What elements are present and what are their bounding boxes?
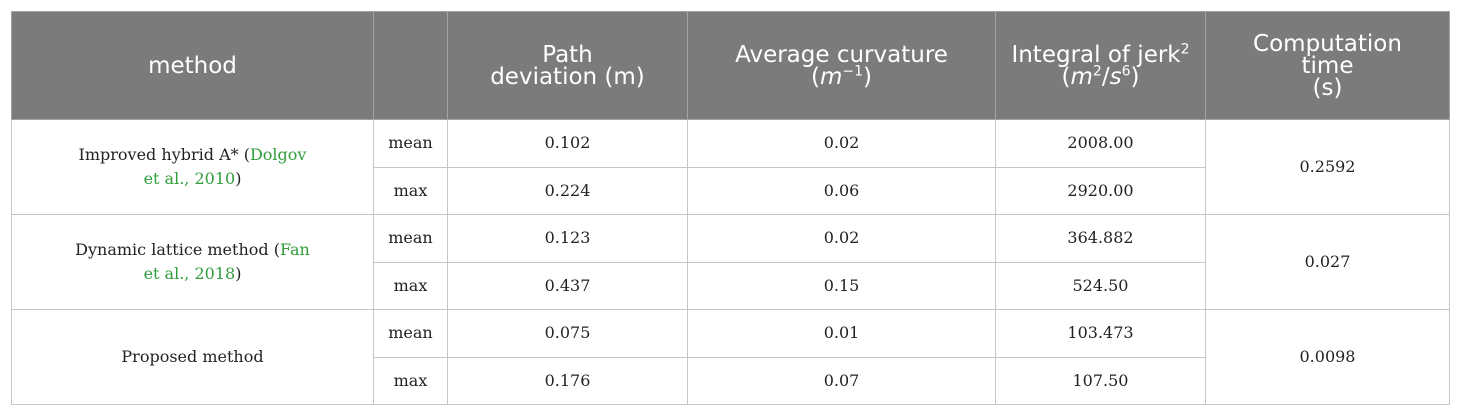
jerk-cell: 524.50 xyxy=(995,261,1206,310)
jerk-cell: 364.882 xyxy=(995,214,1206,263)
method-cell: Improved hybrid A* (Dolgov et al., 2010) xyxy=(11,119,374,215)
header-row: method Path deviation (m) Average curvat… xyxy=(11,11,1450,120)
header-stat xyxy=(373,11,448,120)
unit-m: m xyxy=(819,63,843,90)
paren-close: ) xyxy=(863,63,872,90)
computation-time-cell: 0.027 xyxy=(1205,214,1450,310)
stat-cell: mean xyxy=(373,309,448,358)
header-jerk-unit: (m2/s6) xyxy=(996,62,1205,90)
method-cell: Dynamic lattice method (Fan et al., 2018… xyxy=(11,214,374,310)
stat-cell: max xyxy=(373,261,448,310)
header-path-deviation-line1: Path xyxy=(542,41,593,68)
curvature-cell: 0.15 xyxy=(687,261,996,310)
method-close: ) xyxy=(235,169,242,188)
stat-cell: max xyxy=(373,166,448,215)
stat-cell: mean xyxy=(373,119,448,168)
unit-s-exp: 6 xyxy=(1121,62,1131,79)
header-path-deviation-line2: deviation (m) xyxy=(490,63,645,90)
table-row: max 0.437 0.15 524.50 xyxy=(12,261,1450,310)
method-name: Improved hybrid A* ( xyxy=(78,145,250,164)
header-computation-time: Computation time (s) xyxy=(1205,11,1450,120)
path-deviation-cell: 0.075 xyxy=(447,309,688,358)
method-close: ) xyxy=(235,264,242,283)
curvature-cell: 0.01 xyxy=(687,309,996,358)
header-computation-time-line3: (s) xyxy=(1312,74,1343,101)
stat-cell: max xyxy=(373,356,448,405)
path-deviation-cell: 0.102 xyxy=(447,119,688,168)
header-jerk: Integral of jerk2 (m2/s6) xyxy=(995,11,1206,120)
curvature-cell: 0.06 xyxy=(687,166,996,215)
method-name: Dynamic lattice method ( xyxy=(75,240,280,259)
paren-close: ) xyxy=(1130,63,1140,90)
paren-open: ( xyxy=(1061,63,1071,90)
computation-time-cell: 0.0098 xyxy=(1205,309,1450,405)
jerk-cell: 2920.00 xyxy=(995,166,1206,215)
paren-open: ( xyxy=(810,63,820,90)
jerk-cell: 107.50 xyxy=(995,356,1206,405)
stat-cell: mean xyxy=(373,214,448,263)
jerk-cell: 2008.00 xyxy=(995,119,1206,168)
curvature-cell: 0.07 xyxy=(687,356,996,405)
citation-link[interactable]: Dolgov et al., 2010 xyxy=(143,145,307,188)
method-cell: Proposed method xyxy=(11,309,374,405)
unit-s: s xyxy=(1109,63,1122,90)
header-computation-time-line1: Computation xyxy=(1253,30,1402,57)
header-computation-time-line2: time xyxy=(1301,52,1354,79)
results-table: method Path deviation (m) Average curvat… xyxy=(11,11,1450,405)
table-row: max 0.176 0.07 107.50 xyxy=(12,356,1450,405)
table-row: Proposed method mean 0.075 0.01 103.473 … xyxy=(11,309,1450,405)
header-curvature: Average curvature (m−1) xyxy=(687,11,996,120)
header-path-deviation: Path deviation (m) xyxy=(447,11,688,120)
jerk-cell: 103.473 xyxy=(995,309,1206,358)
path-deviation-cell: 0.123 xyxy=(447,214,688,263)
unit-exp: −1 xyxy=(842,62,864,79)
header-curvature-line1: Average curvature xyxy=(735,41,948,68)
header-curvature-unit: (m−1) xyxy=(688,62,995,90)
jerk-label-sup: 2 xyxy=(1180,40,1190,57)
path-deviation-cell: 0.224 xyxy=(447,166,688,215)
method-name: Proposed method xyxy=(121,347,264,366)
curvature-cell: 0.02 xyxy=(687,119,996,168)
jerk-label: Integral of jerk xyxy=(1011,41,1181,68)
table-row: Dynamic lattice method (Fan et al., 2018… xyxy=(11,214,1450,310)
table-row: Improved hybrid A* (Dolgov et al., 2010)… xyxy=(11,119,1450,215)
unit-m: m xyxy=(1070,63,1093,90)
path-deviation-cell: 0.437 xyxy=(447,261,688,310)
unit-slash: / xyxy=(1101,63,1110,90)
citation-link[interactable]: Fan et al., 2018 xyxy=(143,240,310,283)
unit-m-exp: 2 xyxy=(1092,62,1102,79)
path-deviation-cell: 0.176 xyxy=(447,356,688,405)
header-jerk-line1: Integral of jerk2 xyxy=(996,40,1205,68)
table-row: max 0.224 0.06 2920.00 xyxy=(12,166,1450,215)
computation-time-cell: 0.2592 xyxy=(1205,119,1450,215)
header-method: method xyxy=(11,11,374,120)
curvature-cell: 0.02 xyxy=(687,214,996,263)
